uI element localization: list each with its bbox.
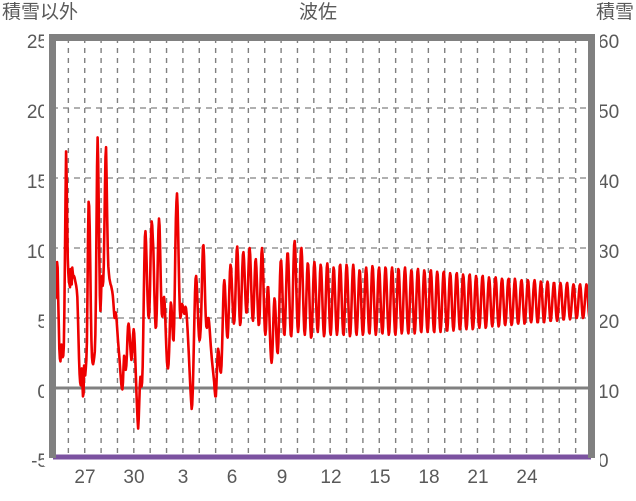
right-tick-40: 40 xyxy=(598,172,620,193)
right-axis-title: 積雪 xyxy=(595,2,634,23)
left-axis-title: 積雪以外 xyxy=(2,2,79,23)
x-tick-21: 21 xyxy=(467,467,489,488)
x-tick-30: 30 xyxy=(123,467,145,488)
left-tick-25: 25 xyxy=(26,32,48,53)
left-tick-neg5: -5 xyxy=(31,451,48,472)
x-tick-6: 6 xyxy=(226,467,238,488)
plot-frame xyxy=(49,34,595,458)
x-tick-3: 3 xyxy=(177,467,189,488)
chart-title: 波佐 xyxy=(298,2,337,23)
x-tick-27: 27 xyxy=(74,467,96,488)
x-tick-24: 24 xyxy=(516,467,538,488)
x-tick-12: 12 xyxy=(320,467,342,488)
left-tick-5: 5 xyxy=(37,312,48,333)
right-tick-0: 0 xyxy=(598,451,609,472)
left-tick-0: 0 xyxy=(37,382,48,403)
right-tick-20: 20 xyxy=(598,312,620,333)
left-tick-15: 15 xyxy=(26,172,48,193)
right-tick-50: 50 xyxy=(598,102,620,123)
series-line-other xyxy=(50,136,594,430)
left-tick-20: 20 xyxy=(26,102,48,123)
plot-background xyxy=(44,34,600,466)
x-tick-18: 18 xyxy=(418,467,440,488)
right-tick-60: 60 xyxy=(598,32,620,53)
left-tick-10: 10 xyxy=(26,242,48,263)
right-tick-10: 10 xyxy=(598,382,620,403)
x-tick-15: 15 xyxy=(369,467,391,488)
x-tick-9: 9 xyxy=(276,467,288,488)
plot-area xyxy=(44,34,600,466)
right-tick-30: 30 xyxy=(598,242,620,263)
chart-svg xyxy=(44,34,600,466)
